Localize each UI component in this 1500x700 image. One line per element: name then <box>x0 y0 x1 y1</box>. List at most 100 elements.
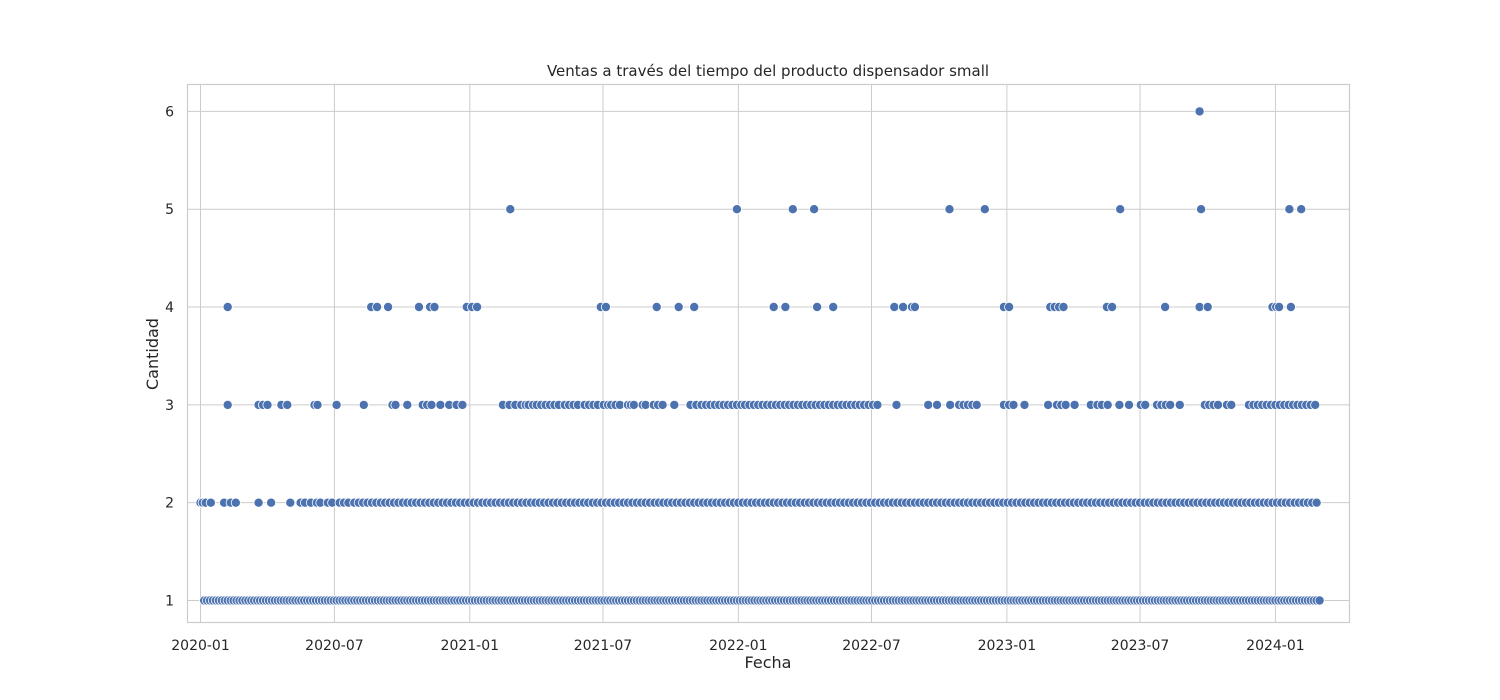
data-point <box>505 204 516 215</box>
data-point <box>909 301 920 312</box>
data-point <box>1174 399 1185 410</box>
data-point <box>1194 106 1205 117</box>
data-point <box>673 301 684 312</box>
data-point <box>891 399 902 410</box>
data-point <box>402 399 413 410</box>
data-point <box>222 399 233 410</box>
data-point <box>413 301 424 312</box>
data-point <box>457 399 468 410</box>
data-point <box>780 301 791 312</box>
data-point <box>285 497 296 508</box>
data-point <box>971 399 982 410</box>
data-point <box>472 301 483 312</box>
data-point <box>689 301 700 312</box>
data-point <box>1285 301 1296 312</box>
data-point <box>312 399 323 410</box>
data-point <box>1019 399 1030 410</box>
data-point <box>1124 399 1135 410</box>
data-point <box>282 399 293 410</box>
data-point <box>262 399 273 410</box>
data-point <box>205 497 216 508</box>
data-point <box>222 301 233 312</box>
x-axis-title: Fecha <box>745 653 792 672</box>
data-point <box>1115 204 1126 215</box>
x-tick-label: 2023-01 <box>978 638 1037 654</box>
data-point <box>1165 399 1176 410</box>
x-tick-label: 2020-01 <box>171 638 230 654</box>
data-point <box>628 399 639 410</box>
data-point <box>435 399 446 410</box>
data-point <box>390 399 401 410</box>
data-point <box>1140 399 1151 410</box>
data-point <box>600 301 611 312</box>
data-point <box>889 301 900 312</box>
x-tick-label: 2022-01 <box>709 638 768 654</box>
data-point <box>1274 301 1285 312</box>
data-point <box>944 204 955 215</box>
data-point <box>828 301 839 312</box>
data-point <box>1004 301 1015 312</box>
chart-title: Ventas a través del tiempo del producto … <box>547 62 989 80</box>
plot-frame <box>186 83 1351 624</box>
y-tick-label: 4 <box>165 300 174 316</box>
y-tick-label: 6 <box>165 104 174 120</box>
data-point <box>1311 497 1322 508</box>
data-point <box>669 399 680 410</box>
data-points <box>195 106 1325 606</box>
data-point <box>768 301 779 312</box>
x-tick-label: 2021-07 <box>574 638 633 654</box>
data-point <box>266 497 277 508</box>
data-point <box>1060 399 1071 410</box>
data-point <box>1213 399 1224 410</box>
y-tick-label: 5 <box>165 202 174 218</box>
x-tick-label: 2023-07 <box>1111 638 1170 654</box>
data-point <box>932 399 943 410</box>
data-point <box>383 301 394 312</box>
data-point <box>657 399 668 410</box>
data-point <box>1008 399 1019 410</box>
data-point <box>1310 399 1321 410</box>
data-point <box>872 399 883 410</box>
data-point <box>1114 399 1125 410</box>
data-point <box>230 497 241 508</box>
data-point <box>898 301 909 312</box>
x-tick-label: 2024-01 <box>1246 638 1305 654</box>
x-tick-label: 2021-01 <box>441 638 500 654</box>
data-point <box>809 204 820 215</box>
data-point <box>1226 399 1237 410</box>
y-tick-label: 3 <box>165 398 174 414</box>
data-point <box>979 204 990 215</box>
data-point <box>1043 399 1054 410</box>
data-point <box>1058 301 1069 312</box>
data-point <box>1102 399 1113 410</box>
y-tick-label: 1 <box>165 593 174 609</box>
data-point <box>1196 204 1207 215</box>
data-point <box>1107 301 1118 312</box>
data-point <box>1296 204 1307 215</box>
x-tick-label: 2020-07 <box>305 638 364 654</box>
y-axis-title: Cantidad <box>143 318 162 390</box>
x-tick-label: 2022-07 <box>842 638 901 654</box>
data-point <box>1202 301 1213 312</box>
data-point <box>253 497 264 508</box>
data-point <box>731 204 742 215</box>
data-point <box>331 399 342 410</box>
y-tick-labels: 1 2 3 4 5 6 <box>165 104 174 609</box>
data-point <box>651 301 662 312</box>
data-point <box>1069 399 1080 410</box>
data-point <box>787 204 798 215</box>
data-point <box>1160 301 1171 312</box>
data-point <box>1314 595 1325 606</box>
data-point <box>358 399 369 410</box>
x-tick-labels: 2020-01 2020-07 2021-01 2021-07 2022-01 2022-… <box>171 638 1304 654</box>
data-point <box>945 399 956 410</box>
data-point <box>923 399 934 410</box>
data-point <box>372 301 383 312</box>
y-tick-label: 2 <box>165 496 174 512</box>
data-point <box>812 301 823 312</box>
data-point <box>426 399 437 410</box>
data-point <box>429 301 440 312</box>
data-point <box>1284 204 1295 215</box>
